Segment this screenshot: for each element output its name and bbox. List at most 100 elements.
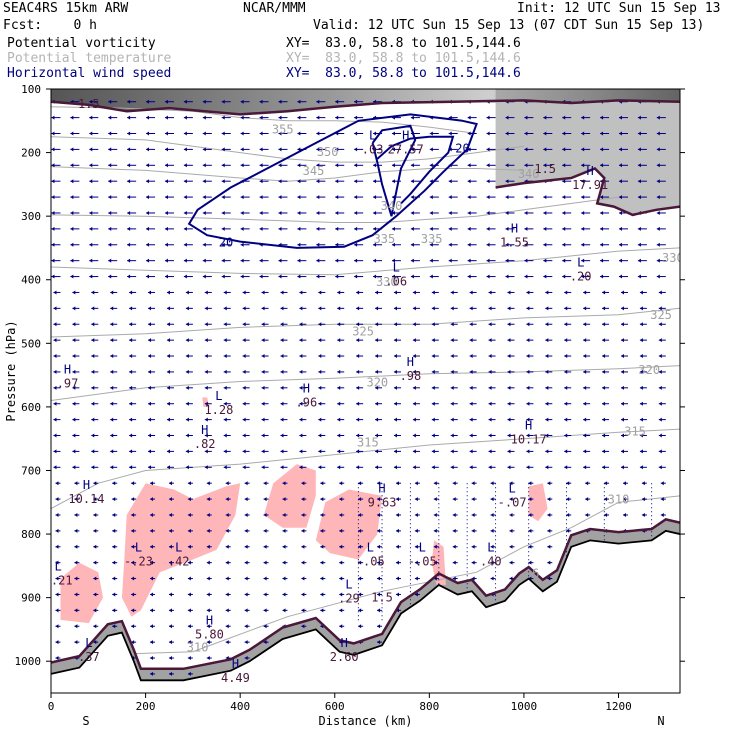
wind-vector-head [282,560,286,565]
extremum-marker: L [54,560,61,574]
wind-vector-head [543,195,547,200]
wind-vector-head [450,401,454,406]
wind-vector-head [658,465,662,470]
wind-vector-head [375,338,379,343]
wind-speed-label: 20 [219,236,233,250]
wind-vector-head [316,99,320,104]
wind-vector-head [448,179,452,184]
extremum-value: 2.60 [330,650,359,664]
wind-vector-head [356,306,360,311]
wind-vector-head [148,354,152,359]
wind-vector-head [602,290,606,295]
wind-vector-head [375,385,379,390]
wind-vector-head [358,592,362,597]
wind-vector-head [358,560,362,565]
wind-vector-head [354,195,358,200]
wind-vector-head [583,417,587,422]
wind-vector-head [223,417,227,422]
wind-vector-head [280,290,284,295]
wind-vector-head [450,465,454,470]
init-time: Init: 12 UTC Sun 15 Sep 13 [517,1,721,16]
wind-vector-head [148,449,152,454]
wind-vector-head [528,512,532,517]
wind-vector-head [354,147,358,152]
wind-vector-head [393,322,397,327]
wind-vector-head [467,195,471,200]
wind-vector-head [242,449,246,454]
wind-vector-head [471,528,475,533]
wind-vector-head [469,417,473,422]
extremum-marker: L [577,256,584,270]
wind-vector-head [242,401,246,406]
wind-vector-head [526,369,530,374]
wind-vector-head [335,163,339,168]
wind-vector-head [526,465,530,470]
pv-shading-layer [51,89,680,681]
wind-vector-head [225,624,229,629]
wind-vector-head [467,163,471,168]
wind-vector-head [51,163,55,168]
x-tick-label: 1200 [605,700,632,713]
wind-vector-head [356,417,360,422]
wind-vector-head [410,274,414,279]
wind-vector-head [261,465,265,470]
extremum-value: 1.28 [204,403,233,417]
wind-vector-head [433,544,437,549]
wind-vector-head [318,338,322,343]
wind-vector-head [259,179,263,184]
wind-vector-head [564,401,568,406]
pv-tropopause-line [495,167,680,217]
pv-negative-layer [60,397,548,624]
wind-vector-head [244,640,248,645]
wind-vector-head [185,290,189,295]
wind-vector-head [129,354,133,359]
wind-vector-head [373,242,377,247]
wind-vector-head [127,179,131,184]
wind-vector-head [602,385,606,390]
wind-vector-head [528,560,532,565]
wind-vector-head [467,210,471,215]
wind-vector-head [658,369,662,374]
wind-vector-head [129,417,133,422]
wind-vector-head [221,147,225,152]
y-tick-label: 100 [21,83,41,96]
wind-vector-head [488,369,492,374]
wind-vector-head [505,115,509,120]
wind-vector-head [391,242,395,247]
wind-vector-head [450,306,454,311]
wind-vector-head [452,544,456,549]
wind-vector-head [129,433,133,438]
theta-contour-line [51,247,680,276]
wind-vector-head [187,544,191,549]
wind-vector-head [641,497,645,502]
wind-vector-head [166,433,170,438]
wind-vector-head [600,147,604,152]
wind-vector-head [335,226,339,231]
wind-vector-head [299,465,303,470]
wind-vector-head [412,417,416,422]
wind-vector-head [55,608,59,613]
extremum-marker: H [587,164,594,178]
wind-vector-head [278,131,282,136]
wind-vector-head [543,258,547,263]
wind-vector-head [168,512,172,517]
wind-vector-head [637,274,641,279]
wind-vector-head [658,433,662,438]
wind-vector-head [127,210,131,215]
wind-vector-head [280,433,284,438]
wind-vector-head [168,624,172,629]
wind-vector-head [620,354,624,359]
wind-vector-head [566,512,570,517]
wind-vector-head [490,497,494,502]
wind-vector-head [354,131,358,136]
wind-vector-head [622,481,626,486]
extremum-value: -.07 [498,495,527,509]
wind-vector-head [221,99,225,104]
wind-vector-head [261,433,265,438]
wind-vector-head [278,99,282,104]
wind-vector-head [187,576,191,581]
wind-vector-head [263,576,267,581]
wind-vector-head [129,369,133,374]
wind-vector-head [486,210,490,215]
extremum-value: -.21 [44,574,73,588]
